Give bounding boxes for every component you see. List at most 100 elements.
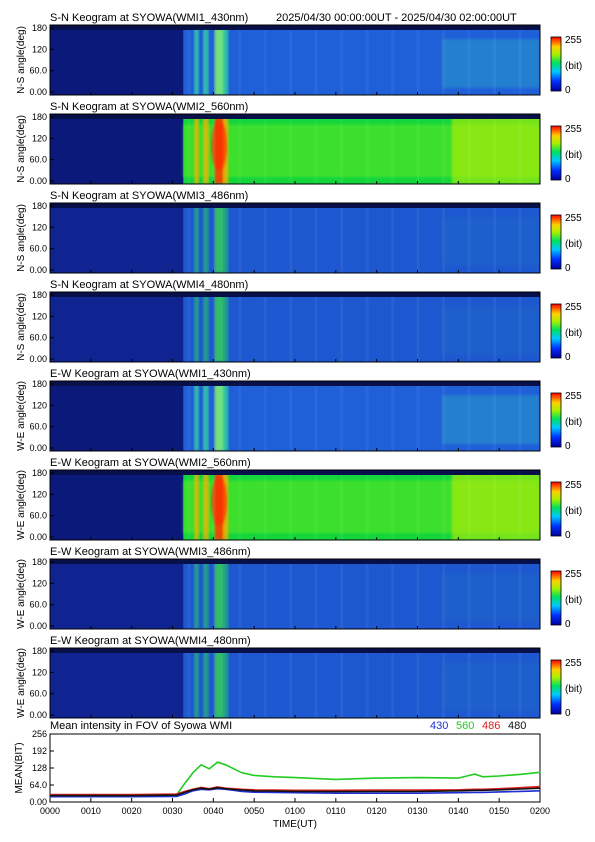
colorbar-unit-label: (bit) <box>565 150 582 161</box>
series-480 <box>49 786 541 797</box>
data-point <box>273 790 276 792</box>
chart-title: Mean intensity in FOV of Syowa WMI <box>50 720 232 732</box>
colorbar: 255 (bit) 0 <box>550 302 582 363</box>
data-point <box>175 795 178 798</box>
keogram-image <box>50 470 540 540</box>
data-point <box>482 791 484 794</box>
colorbar-min-label: 0 <box>565 352 571 363</box>
data-point <box>416 792 419 794</box>
y-tick-label: 0.00 <box>29 87 47 97</box>
colorbar: 255 (bit) 0 <box>550 35 582 96</box>
y-axis-label: W-E angle(deg) <box>16 381 27 451</box>
colorbar: 255 (bit) 0 <box>550 569 582 630</box>
y-axis-label: N-S angle(deg) <box>16 293 27 361</box>
colorbar-max-label: 255 <box>565 35 582 46</box>
y-axis-label: MEAN(BIT) <box>14 742 25 793</box>
y-tick-label: 180 <box>32 646 47 656</box>
data-point <box>90 795 92 797</box>
x-tick-label: 0010 <box>81 806 101 816</box>
x-tick-label: 0120 <box>367 806 387 816</box>
data-point <box>253 774 255 777</box>
keogram-image <box>50 114 540 184</box>
data-point <box>474 791 476 794</box>
y-tick-label: 128 <box>32 763 47 773</box>
y-tick-label: 180 <box>32 112 47 122</box>
y-tick-label: 120 <box>32 400 47 410</box>
data-point <box>208 768 210 770</box>
x-tick-label: 0110 <box>326 806 345 816</box>
colorbar-max-label: 255 <box>565 480 582 491</box>
colorbar-unit-label: (bit) <box>565 684 582 695</box>
data-point <box>457 777 459 779</box>
colorbar-unit-label: (bit) <box>565 61 582 72</box>
y-tick-label: 180 <box>32 23 47 33</box>
panel-title: E-W Keogram at SYOWA(WMI4_480nm) <box>50 635 251 647</box>
colorbar-max-label: 255 <box>565 302 582 313</box>
y-tick-label: 180 <box>32 379 47 389</box>
data-point <box>474 773 476 775</box>
y-tick-label: 64.0 <box>29 780 47 790</box>
legend-item-480: 480 <box>508 720 526 732</box>
x-tick-label: 0100 <box>285 806 305 816</box>
y-tick-label: 60.0 <box>29 155 47 165</box>
colorbar-min-label: 0 <box>565 263 571 274</box>
data-point <box>216 787 219 789</box>
data-point <box>498 775 500 777</box>
series-line-560 <box>50 761 541 797</box>
colorbar: 255 (bit) 0 <box>550 658 582 719</box>
colorbar-unit-label: (bit) <box>565 328 582 339</box>
x-tick-label: 0140 <box>448 806 468 816</box>
data-point <box>224 788 227 790</box>
y-axis-label: N-S angle(deg) <box>16 115 27 183</box>
data-point <box>376 789 378 791</box>
data-point <box>376 777 378 779</box>
keogram-panel-2: S-N Keogram at SYOWA(WMI2_560nm)180 120 60… <box>16 101 582 186</box>
legend-item-560: 560 <box>456 720 474 732</box>
y-tick-label: 0.00 <box>29 797 47 807</box>
data-point <box>498 791 500 793</box>
y-tick-label: 192 <box>32 746 47 756</box>
data-point <box>241 790 243 792</box>
data-point <box>273 776 276 778</box>
y-axis-label: N-S angle(deg) <box>16 26 27 94</box>
colorbar-unit-label: (bit) <box>565 595 582 606</box>
colorbar: 255 (bit) 0 <box>550 391 582 452</box>
data-point <box>294 776 296 779</box>
data-point <box>233 788 235 791</box>
data-point <box>539 785 541 788</box>
y-tick-label: 180 <box>32 468 47 478</box>
y-tick-label: 180 <box>32 557 47 567</box>
data-point <box>224 764 227 766</box>
y-tick-label: 0.00 <box>29 621 47 631</box>
data-point <box>192 772 194 774</box>
colorbar-min-label: 0 <box>565 619 571 630</box>
y-axis-label: W-E angle(deg) <box>16 648 27 718</box>
y-tick-label: 120 <box>32 667 47 677</box>
data-point <box>539 787 541 789</box>
x-tick-label: 0020 <box>122 806 142 816</box>
data-point <box>416 790 419 792</box>
y-tick-label: 0.00 <box>29 443 47 453</box>
colorbar-max-label: 255 <box>565 658 582 669</box>
legend-item-430: 430 <box>430 720 448 732</box>
y-tick-label: 60.0 <box>29 689 47 699</box>
panel-title: S-N Keogram at SYOWA(WMI1_430nm) <box>50 12 248 24</box>
keogram-image <box>50 203 540 273</box>
keogram-panel-6: E-W Keogram at SYOWA(WMI2_560nm)180 120 60… <box>16 457 582 542</box>
y-tick-label: 0.00 <box>29 710 47 720</box>
data-point <box>200 764 202 766</box>
y-tick-label: 0.00 <box>29 354 47 364</box>
data-point <box>416 776 419 779</box>
time-range-label: 2025/04/30 00:00:00UT - 2025/04/30 02:00… <box>276 12 517 24</box>
x-tick-label: 0030 <box>162 806 182 816</box>
data-point <box>131 795 133 797</box>
colorbar: 255 (bit) 0 <box>550 124 582 185</box>
data-point <box>241 789 243 791</box>
series-line-486 <box>50 785 541 796</box>
y-tick-label: 120 <box>32 578 47 588</box>
data-point <box>200 787 202 789</box>
keogram-image <box>50 25 540 95</box>
data-point <box>208 788 210 790</box>
data-point <box>216 761 219 763</box>
panel-title: E-W Keogram at SYOWA(WMI2_560nm) <box>50 457 251 469</box>
